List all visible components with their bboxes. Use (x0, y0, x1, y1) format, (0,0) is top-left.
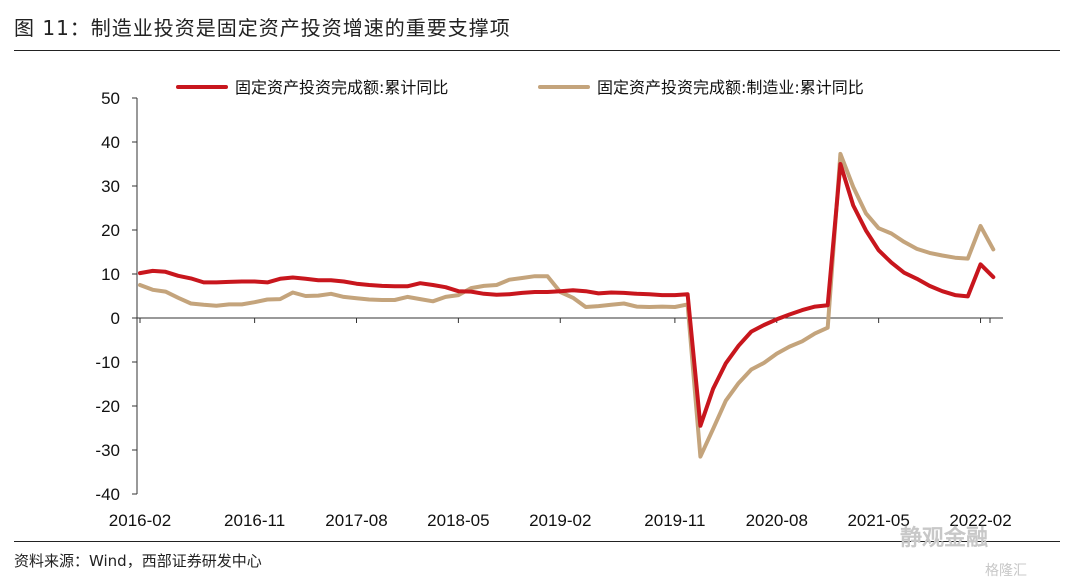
y-tick-label: 0 (111, 309, 120, 328)
x-tick-label: 2019-02 (529, 511, 591, 530)
legend: 固定资产投资完成额:累计同比 固定资产投资完成额:制造业:累计同比 (176, 78, 864, 97)
legend-label-1: 固定资产投资完成额:制造业:累计同比 (597, 78, 864, 97)
x-tick-label: 2021-05 (847, 511, 909, 530)
x-tick-label: 2016-11 (224, 511, 285, 530)
x-tick-label: 2019-11 (644, 511, 705, 530)
x-tick-label: 2020-08 (746, 511, 808, 530)
source-note: 资料来源：Wind，西部证券研发中心 (14, 552, 262, 570)
y-tick-label: -40 (95, 485, 120, 504)
series-layer (138, 151, 996, 459)
x-axis: 2016-02 2016-11 2017-08 2018-05 2019-02 2019-… (109, 317, 1012, 530)
y-tick-label: 30 (101, 177, 120, 196)
x-tick-label: 2016-02 (109, 511, 171, 530)
x-tick-label: 2018-05 (427, 511, 489, 530)
x-tick-label: 2022-02 (949, 511, 1011, 530)
series-line-1 (138, 151, 996, 459)
y-tick-label: -10 (95, 353, 120, 372)
title-rule (14, 50, 1060, 51)
y-axis: -40 -30 -20 -10 0 10 20 30 40 50 (95, 89, 138, 504)
source-rule (14, 541, 1060, 542)
y-tick-label: -20 (95, 397, 120, 416)
y-tick-label: 10 (101, 265, 120, 284)
y-tick-label: 20 (101, 221, 120, 240)
watermark-brand: 静观金融 (900, 526, 989, 551)
y-tick-label: 40 (101, 133, 120, 152)
y-tick-label: -30 (95, 441, 120, 460)
legend-label-0: 固定资产投资完成额:累计同比 (235, 78, 448, 97)
figure-title: 图 11：制造业投资是固定资产投资增速的重要支撑项 (14, 16, 511, 40)
series-line-0 (138, 162, 996, 428)
watermark-logo-text: 格隆汇 (985, 563, 1027, 579)
x-tick-label: 2017-08 (325, 511, 387, 530)
y-tick-label: 50 (101, 89, 120, 108)
